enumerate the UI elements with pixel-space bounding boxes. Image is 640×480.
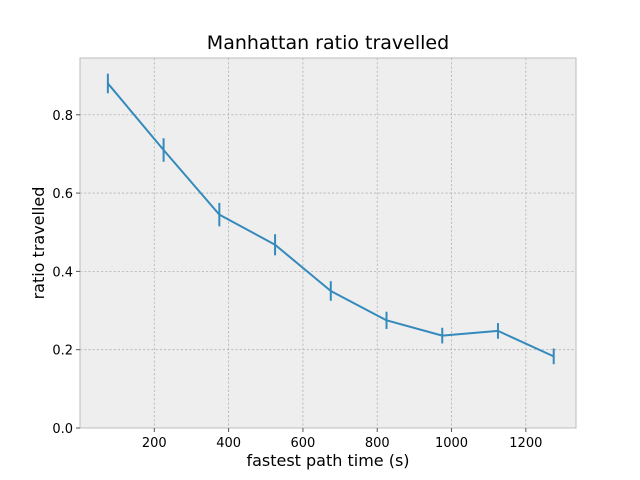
- x-tick-label: 800: [365, 436, 390, 451]
- y-tick-label: 0.6: [52, 187, 73, 202]
- y-tick-label: 0.8: [52, 109, 73, 124]
- series-layer: [106, 73, 555, 365]
- y-tick-label: 0.0: [52, 422, 73, 437]
- y-tick-label: 0.4: [52, 265, 73, 280]
- plot-area: [80, 58, 576, 428]
- axis-ticks: 200 400 600 800 1000 1200 0.0 0.2 0.4 0.6 0.8: [52, 109, 542, 451]
- plot-frame: [79, 57, 577, 429]
- x-tick-label: 200: [142, 436, 167, 451]
- x-tick-label: 600: [291, 436, 316, 451]
- x-tick-label: 1000: [435, 436, 468, 451]
- y-axis-label: ratio travelled: [29, 187, 48, 300]
- y-tick-label: 0.2: [52, 344, 73, 359]
- chart-title: Manhattan ratio travelled: [207, 32, 449, 54]
- x-tick-label: 400: [216, 436, 241, 451]
- x-axis-label: fastest path time (s): [246, 451, 409, 470]
- x-tick-label: 1200: [509, 436, 542, 451]
